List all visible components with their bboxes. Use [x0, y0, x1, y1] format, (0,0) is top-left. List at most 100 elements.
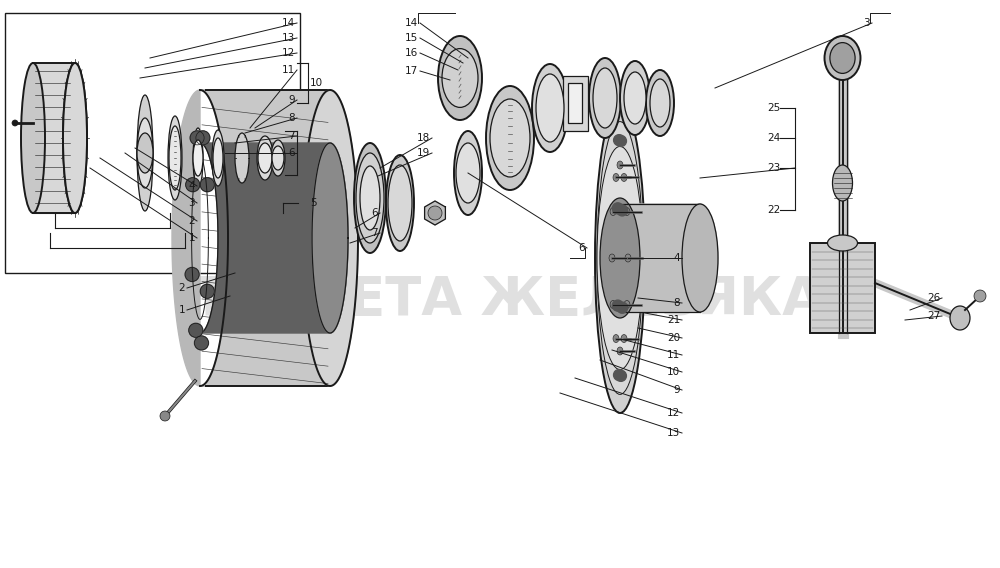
Ellipse shape: [597, 122, 643, 394]
Ellipse shape: [828, 235, 858, 251]
Ellipse shape: [617, 161, 623, 169]
Ellipse shape: [360, 166, 380, 230]
Text: 25: 25: [767, 103, 780, 113]
Ellipse shape: [271, 140, 285, 176]
Polygon shape: [312, 143, 348, 333]
Text: 15: 15: [405, 33, 418, 43]
Circle shape: [186, 178, 200, 192]
Text: 17: 17: [405, 66, 418, 76]
Ellipse shape: [442, 49, 478, 107]
Ellipse shape: [193, 140, 203, 176]
Ellipse shape: [137, 95, 153, 211]
Ellipse shape: [624, 300, 630, 308]
Text: 18: 18: [417, 133, 430, 143]
Polygon shape: [302, 90, 358, 386]
Ellipse shape: [63, 63, 87, 213]
Text: 6: 6: [578, 243, 585, 253]
Circle shape: [615, 370, 626, 381]
Ellipse shape: [593, 68, 617, 128]
Ellipse shape: [620, 61, 650, 135]
Ellipse shape: [600, 198, 640, 318]
Polygon shape: [172, 90, 205, 386]
Bar: [5, 13, 300, 273]
Ellipse shape: [137, 133, 153, 173]
Ellipse shape: [354, 143, 386, 253]
Ellipse shape: [610, 207, 616, 215]
Text: 2: 2: [178, 283, 185, 293]
Ellipse shape: [624, 72, 646, 124]
Circle shape: [189, 323, 203, 337]
Ellipse shape: [212, 130, 224, 186]
Ellipse shape: [456, 143, 480, 203]
Circle shape: [200, 178, 214, 192]
Text: 9: 9: [673, 385, 680, 395]
Bar: [562, 76, 588, 131]
Ellipse shape: [258, 143, 272, 173]
Text: 14: 14: [282, 18, 295, 28]
Text: 20: 20: [667, 333, 680, 343]
Text: 8: 8: [673, 298, 680, 308]
Text: 2: 2: [188, 216, 195, 226]
Text: 6: 6: [288, 148, 295, 158]
Ellipse shape: [646, 70, 674, 136]
Text: 7: 7: [371, 228, 378, 238]
Ellipse shape: [824, 36, 860, 80]
Ellipse shape: [169, 126, 181, 190]
Ellipse shape: [486, 86, 534, 190]
Text: 11: 11: [282, 65, 295, 75]
Circle shape: [614, 135, 625, 145]
Ellipse shape: [168, 116, 182, 200]
Ellipse shape: [388, 165, 412, 241]
Text: 13: 13: [667, 428, 680, 438]
Ellipse shape: [625, 254, 631, 262]
Polygon shape: [425, 201, 445, 225]
Ellipse shape: [950, 306, 970, 330]
Text: 23: 23: [767, 163, 780, 173]
Ellipse shape: [830, 43, 855, 73]
Ellipse shape: [589, 58, 621, 138]
Ellipse shape: [193, 128, 203, 188]
Ellipse shape: [454, 131, 482, 215]
Ellipse shape: [490, 99, 530, 177]
Ellipse shape: [609, 254, 615, 262]
Text: 7: 7: [288, 131, 295, 141]
Text: ПЛАНЕТА ЖЕЛЕЗЯКА: ПЛАНЕТА ЖЕЛЕЗЯКА: [176, 274, 824, 326]
Ellipse shape: [624, 207, 630, 215]
Ellipse shape: [613, 173, 619, 181]
Ellipse shape: [621, 173, 627, 181]
Circle shape: [196, 131, 210, 145]
Ellipse shape: [536, 74, 564, 142]
Circle shape: [185, 268, 199, 282]
Text: 12: 12: [667, 408, 680, 418]
Ellipse shape: [386, 155, 414, 251]
Ellipse shape: [597, 147, 643, 370]
Text: 10: 10: [667, 367, 680, 377]
Text: 22: 22: [767, 205, 780, 215]
Text: 11: 11: [667, 350, 680, 360]
Text: 9: 9: [288, 95, 295, 105]
Polygon shape: [200, 90, 358, 386]
Ellipse shape: [832, 165, 852, 201]
Ellipse shape: [160, 411, 170, 421]
Ellipse shape: [613, 335, 619, 343]
Ellipse shape: [63, 63, 87, 213]
Text: 4: 4: [188, 181, 195, 191]
Ellipse shape: [235, 133, 249, 183]
Text: 8: 8: [288, 113, 295, 123]
Ellipse shape: [21, 63, 45, 213]
Ellipse shape: [974, 290, 986, 302]
Text: 24: 24: [767, 133, 780, 143]
Ellipse shape: [610, 300, 616, 308]
Circle shape: [194, 336, 208, 350]
Ellipse shape: [650, 79, 670, 127]
Ellipse shape: [438, 36, 482, 120]
Text: 1: 1: [188, 233, 195, 243]
Circle shape: [617, 302, 628, 313]
Text: 1: 1: [178, 305, 185, 315]
Text: 13: 13: [282, 33, 295, 43]
Text: 26: 26: [927, 293, 940, 303]
Ellipse shape: [532, 64, 568, 152]
Ellipse shape: [617, 347, 623, 355]
Text: 21: 21: [667, 315, 680, 325]
Circle shape: [200, 284, 214, 298]
